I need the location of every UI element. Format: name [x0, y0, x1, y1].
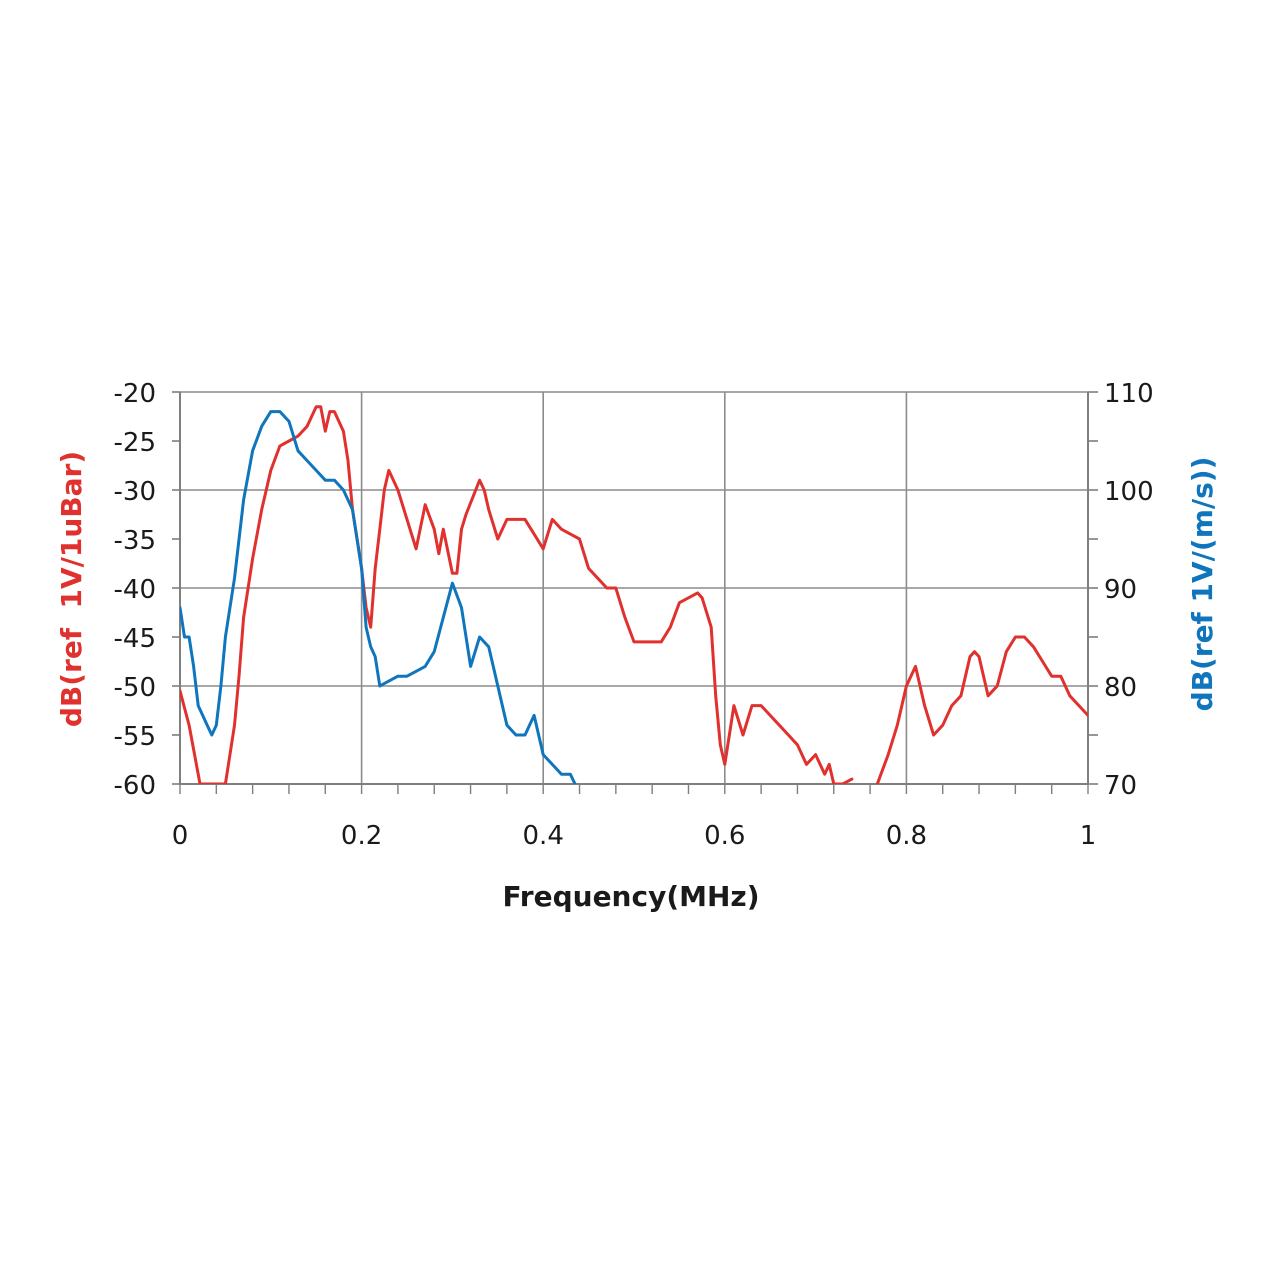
y-left-tick-label: -30 [114, 477, 156, 507]
y-left-tick-label: -40 [114, 575, 156, 605]
y-left-tick-label: -45 [114, 624, 156, 654]
x-tick-label: 0 [172, 821, 189, 851]
series-layer [180, 405, 1088, 784]
x-tick-label: 1 [1080, 821, 1097, 851]
y-axis-right-title: dB(ref 1V/(m/s)) [1186, 457, 1219, 712]
grid-layer [180, 391, 1088, 784]
y-right-tick-label: 110 [1104, 379, 1154, 409]
series-line-pressure-0 [180, 405, 854, 784]
y-left-tick-label: -25 [114, 428, 156, 458]
y-right-tick-label: 80 [1104, 673, 1137, 703]
y-right-tick-label: 100 [1104, 477, 1154, 507]
y-left-tick-label: -50 [114, 673, 156, 703]
y-right-tick-label: 70 [1104, 771, 1137, 801]
x-tick-label: 0.2 [341, 821, 382, 851]
x-tick-label: 0.8 [886, 821, 927, 851]
y-left-tick-label: -20 [114, 379, 156, 409]
y-right-tick-label: 90 [1104, 575, 1137, 605]
series-line-pressure-1 [875, 635, 1088, 784]
y-left-tick-label: -35 [114, 526, 156, 556]
x-tick-label: 0.4 [523, 821, 564, 851]
series-line-velocity [180, 410, 577, 784]
axis-layer [172, 391, 1098, 794]
x-tick-label: 0.6 [704, 821, 745, 851]
y-left-tick-label: -60 [114, 771, 156, 801]
label-layer: -20 -25 -30 -35 -40 -45 -50 -55 -60 0 0.2 0.4 0.6 0.8… [114, 379, 1154, 851]
x-axis-title: Frequency(MHz) [502, 880, 759, 913]
y-left-tick-label: -55 [114, 722, 156, 752]
y-axis-left-title: dB(ref 1V/1uBar) [55, 451, 88, 727]
